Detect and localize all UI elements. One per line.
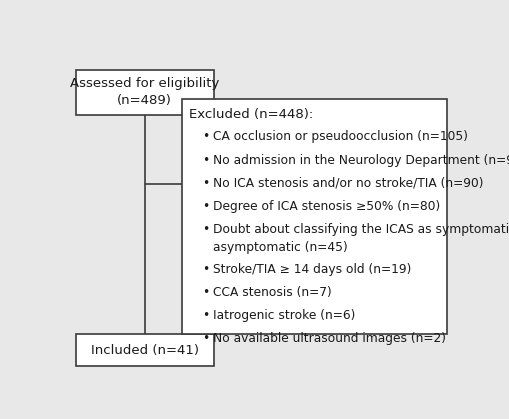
Text: •: • [202, 332, 209, 345]
Text: Doubt about classifying the ICAS as symptomatic or: Doubt about classifying the ICAS as symp… [213, 223, 509, 236]
Text: Assessed for eligibility: Assessed for eligibility [70, 77, 219, 90]
Text: Iatrogenic stroke (n=6): Iatrogenic stroke (n=6) [213, 309, 355, 322]
Text: (n=489): (n=489) [117, 94, 172, 107]
Text: •: • [202, 177, 209, 190]
Text: •: • [202, 200, 209, 213]
Text: •: • [202, 130, 209, 143]
Text: CA occlusion or pseudoocclusion (n=105): CA occlusion or pseudoocclusion (n=105) [213, 130, 467, 143]
Text: No ICA stenosis and/or no stroke/TIA (n=90): No ICA stenosis and/or no stroke/TIA (n=… [213, 177, 483, 190]
Text: •: • [202, 223, 209, 236]
Text: •: • [202, 286, 209, 299]
Text: Stroke/TIA ≥ 14 days old (n=19): Stroke/TIA ≥ 14 days old (n=19) [213, 263, 411, 276]
Text: Degree of ICA stenosis ≥50% (n=80): Degree of ICA stenosis ≥50% (n=80) [213, 200, 440, 213]
Text: CCA stenosis (n=7): CCA stenosis (n=7) [213, 286, 331, 299]
Text: asymptomatic (n=45): asymptomatic (n=45) [213, 241, 347, 254]
Text: •: • [202, 263, 209, 276]
Text: No admission in the Neurology Department (n=94): No admission in the Neurology Department… [213, 153, 509, 166]
Text: •: • [202, 309, 209, 322]
Text: Included (n=41): Included (n=41) [91, 344, 199, 357]
Bar [182, 99, 446, 334]
Text: No available ultrasound images (n=2): No available ultrasound images (n=2) [213, 332, 445, 345]
Bar [75, 70, 214, 115]
Text: Excluded (n=448):: Excluded (n=448): [189, 109, 313, 122]
Text: •: • [202, 153, 209, 166]
Bar [75, 334, 214, 367]
